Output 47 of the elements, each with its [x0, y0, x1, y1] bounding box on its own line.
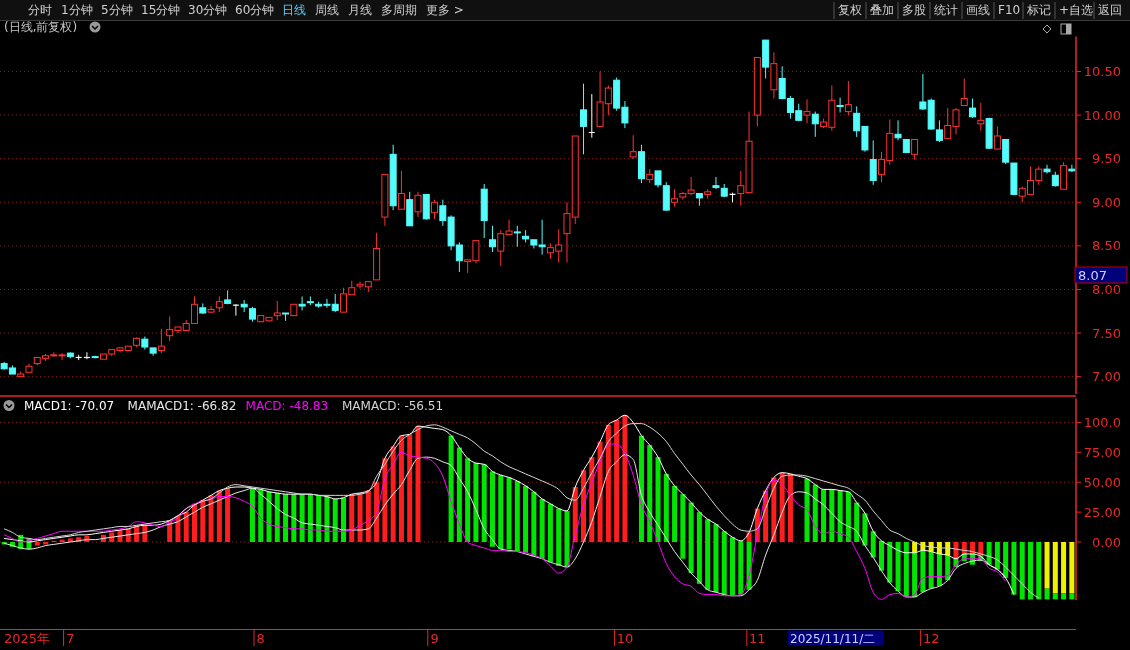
text: 返回 [1098, 3, 1122, 17]
series-label: MAMACD: -56.51 [342, 398, 444, 413]
y-tick-label: 9.50 [1092, 151, 1121, 167]
y-tick-label: 8.00 [1092, 282, 1121, 298]
text: 分时 [28, 3, 52, 17]
text: F10 [998, 3, 1021, 17]
text: 多股 [902, 3, 926, 17]
chart-title: (日线,前复权) [4, 20, 78, 34]
x-tick-label: 8 [256, 631, 265, 646]
x-tick-label: 10 [616, 631, 634, 646]
x-tick-label: 12 [922, 631, 940, 646]
text: 5分钟 [101, 3, 133, 17]
text: 更多 > [426, 3, 464, 17]
y-tick-label: 8.50 [1092, 238, 1121, 254]
text: 15分钟 [141, 3, 181, 17]
text: 2025/11/11/二 [790, 632, 876, 646]
x-tick-label: 11 [749, 631, 766, 646]
text: MACD: -48.83 [245, 398, 329, 413]
text: 30分钟 [188, 3, 228, 17]
text: 多周期 [381, 3, 417, 17]
y-tick-label: 25.00 [1083, 504, 1121, 520]
text: 日线 [282, 3, 306, 17]
x-tick-label: 9 [430, 631, 439, 646]
y-tick-label: 9.00 [1092, 194, 1121, 210]
y-tick-label: 7.00 [1092, 369, 1121, 385]
text: 8.07 [1078, 268, 1107, 283]
text: 2025年 [4, 631, 51, 646]
x-tick-label: 7 [66, 631, 75, 646]
text: 标记 [1026, 3, 1051, 17]
text: 月线 [348, 3, 372, 17]
text: +自选 [1059, 3, 1094, 17]
y-tick-label: 10.00 [1083, 107, 1121, 123]
y-tick-label: 7.50 [1092, 325, 1121, 341]
y-tick-label: 50.00 [1083, 474, 1121, 490]
text: 画线 [966, 3, 990, 17]
y-tick-label: 75.00 [1083, 444, 1121, 460]
y-tick-label: 0.00 [1092, 534, 1121, 550]
text: MAMACD1: -66.82 [127, 398, 237, 413]
y-tick-label: 10.50 [1083, 64, 1121, 80]
text: MACD1: -70.07 [24, 398, 115, 413]
text: 1分钟 [61, 3, 93, 17]
y-tick-label: 100.0 [1083, 414, 1121, 430]
text: 统计 [934, 3, 958, 17]
text: 叠加 [870, 3, 894, 17]
text: 复权 [838, 3, 862, 17]
text: 周线 [315, 3, 339, 17]
text: 60分钟 [235, 3, 275, 17]
